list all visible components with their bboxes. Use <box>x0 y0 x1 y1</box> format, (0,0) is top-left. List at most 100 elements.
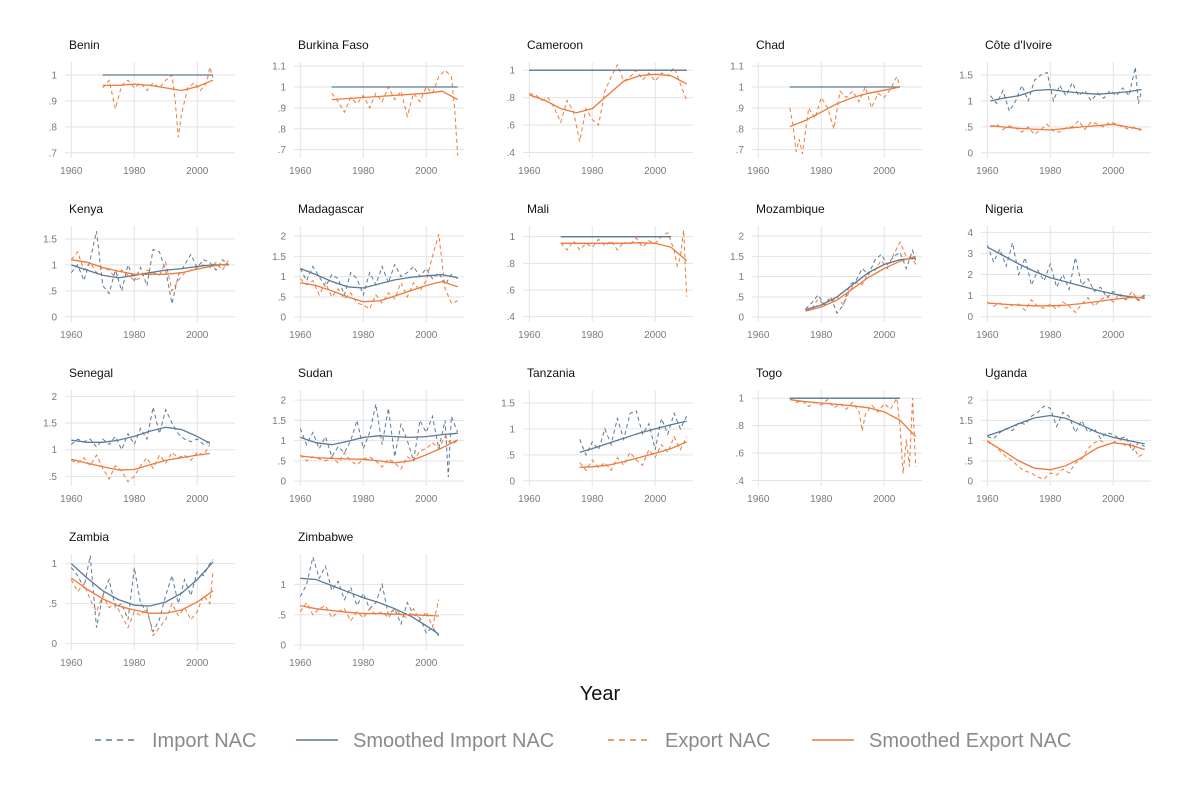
export-nac-line <box>70 250 230 293</box>
panel-title: Senegal <box>69 366 113 380</box>
x-tick-label: 1980 <box>581 494 604 505</box>
x-tick-label: 1980 <box>123 166 146 177</box>
y-tick-label: 1.5 <box>272 252 286 263</box>
x-tick-label: 2000 <box>415 330 438 341</box>
y-tick-label: .5 <box>49 599 58 610</box>
y-tick-label: .9 <box>49 96 58 107</box>
panel-mozambique: Mozambique 1960 1980 2000 0 .5 1 1.5 2 <box>730 202 922 341</box>
panel-title: Zambia <box>69 530 109 544</box>
x-tick-label: 1960 <box>747 166 770 177</box>
x-tick-label: 2000 <box>415 658 438 669</box>
x-tick-label: 1960 <box>289 330 312 341</box>
y-tick-label: .7 <box>278 145 287 156</box>
x-tick-label: 2000 <box>186 330 209 341</box>
x-tick-label: 2000 <box>873 166 896 177</box>
smoothed-export-nac-line <box>331 90 459 101</box>
y-tick-label: 2 <box>280 232 286 243</box>
y-tick-label: 1 <box>51 445 57 456</box>
smoothed-export-nac-line <box>987 296 1145 307</box>
panel-title: Benin <box>69 38 100 52</box>
y-tick-label: 1.1 <box>272 62 286 73</box>
x-tick-label: 1960 <box>976 494 999 505</box>
y-tick-label: .8 <box>736 421 745 432</box>
smoothed-export-nac-line <box>529 73 688 114</box>
export-nac-line <box>299 233 458 310</box>
y-tick-label: 1 <box>51 70 57 81</box>
x-tick-label: 1960 <box>60 494 83 505</box>
y-tick-label: 1.5 <box>730 252 744 263</box>
x-tick-label: 1960 <box>518 330 541 341</box>
x-tick-label: 1980 <box>581 330 604 341</box>
smoothed-import-nac-line <box>990 88 1142 102</box>
y-tick-label: .8 <box>507 259 516 270</box>
import-nac-line <box>299 263 458 297</box>
smoothed-export-nac-line <box>986 440 1145 471</box>
y-tick-label: 1 <box>509 66 515 77</box>
panel-mali: Mali 1960 1980 2000 .4 .6 .8 1 <box>507 202 693 341</box>
y-tick-label: .5 <box>278 610 287 621</box>
y-tick-label: .8 <box>507 93 516 104</box>
y-tick-label: .6 <box>736 449 745 460</box>
x-tick-label: 1960 <box>747 330 770 341</box>
y-tick-label: 2 <box>738 232 744 243</box>
y-tick-label: 1 <box>967 291 973 302</box>
panel-title: Côte d'Ivoire <box>985 38 1052 52</box>
y-tick-label: 1 <box>738 394 744 405</box>
x-tick-label: 1980 <box>1039 494 1062 505</box>
smoothed-export-nac-line <box>102 79 214 92</box>
import-nac-line <box>70 406 210 451</box>
y-tick-label: 0 <box>280 313 286 324</box>
panel-benin: Benin 1960 1980 2000 .7 .8 .9 1 <box>49 38 235 177</box>
export-nac-line <box>789 75 901 154</box>
y-tick-label: .6 <box>507 286 516 297</box>
export-nac-line <box>299 435 458 470</box>
y-tick-label: 1 <box>280 436 286 447</box>
y-tick-label: 1.5 <box>43 234 57 245</box>
export-nac-line <box>529 63 688 142</box>
y-tick-label: 0 <box>280 641 286 652</box>
x-tick-label: 2000 <box>186 166 209 177</box>
x-tick-label: 2000 <box>186 658 209 669</box>
y-tick-label: 4 <box>967 228 973 239</box>
y-tick-label: 0 <box>509 476 515 487</box>
y-tick-label: 1 <box>509 232 515 243</box>
y-tick-label: 1 <box>967 436 973 447</box>
panel-title: Uganda <box>985 366 1027 380</box>
x-tick-label: 1960 <box>747 494 770 505</box>
legend-item-export-nac: Export NAC <box>608 730 771 752</box>
export-nac-line <box>579 435 688 472</box>
y-tick-label: 1.5 <box>272 416 286 427</box>
y-tick-label: 0 <box>51 312 57 323</box>
export-nac-line <box>987 290 1146 314</box>
y-tick-label: .8 <box>278 124 287 135</box>
smoothed-import-nac-line <box>70 561 214 607</box>
import-nac-line <box>987 405 1145 452</box>
smoothed-export-nac-line <box>789 398 917 438</box>
y-tick-label: .8 <box>49 122 58 133</box>
panel-title: Burkina Faso <box>298 38 369 52</box>
panel-title: Chad <box>756 38 785 52</box>
y-tick-label: 2 <box>51 392 57 403</box>
smoothed-import-nac-line <box>805 257 916 311</box>
smoothed-import-nac-line <box>986 246 1145 299</box>
x-tick-label: 2000 <box>873 494 896 505</box>
x-tick-label: 2000 <box>644 330 667 341</box>
panel-uganda: Uganda 1960 1980 2000 0 .5 1 1.5 2 <box>959 366 1151 505</box>
panel-title: Zimbabwe <box>298 530 354 544</box>
x-tick-label: 2000 <box>415 166 438 177</box>
x-tick-label: 1960 <box>60 658 83 669</box>
x-tick-label: 2000 <box>644 166 667 177</box>
smoothed-import-nac-line <box>71 264 229 279</box>
smoothed-import-nac-line <box>71 426 211 444</box>
legend-item-import-nac: Import NAC <box>95 730 256 752</box>
panel-title: Tanzania <box>527 366 575 380</box>
x-tick-label: 2000 <box>1102 166 1125 177</box>
x-tick-label: 1980 <box>810 166 833 177</box>
x-tick-label: 1960 <box>289 494 312 505</box>
y-tick-label: 2 <box>967 270 973 281</box>
y-tick-label: 0 <box>967 312 973 323</box>
export-nac-line <box>805 241 917 312</box>
import-nac-line <box>986 242 1146 301</box>
export-nac-line <box>789 396 917 474</box>
